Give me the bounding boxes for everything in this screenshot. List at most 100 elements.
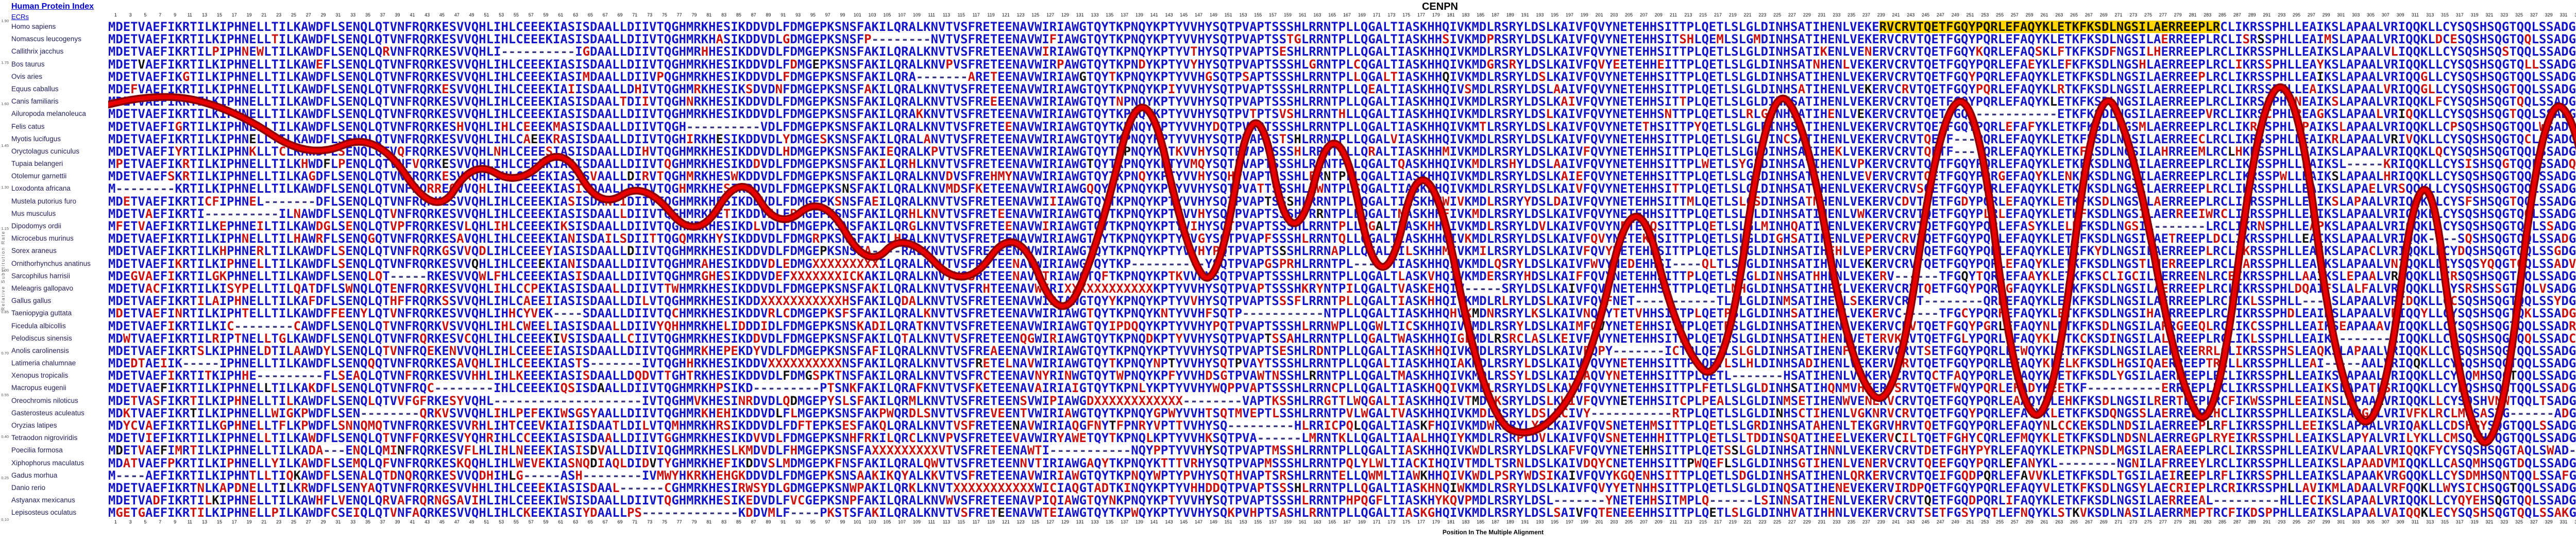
ruler-number: 221 — [1743, 519, 1752, 525]
ruler-number: 277 — [2159, 519, 2167, 525]
alignment-row: MDETVAEFIKRTILKIC--------CAWDFLSENQLQTVN… — [108, 319, 2576, 332]
species-label: Oryctolagus cuniculus — [11, 147, 80, 155]
species-label: Canis familiaris — [11, 97, 59, 106]
ruler-number: 177 — [1417, 519, 1426, 525]
alignment-row: MDETVAEFIKRTNLKAPDNELLTILKRWDFLSENYAQTVN… — [108, 481, 2576, 495]
species-label: Sarcophilus harrisii — [11, 272, 71, 280]
ruler-number: 207 — [1639, 12, 1648, 18]
ruler-number: 325 — [2515, 12, 2523, 18]
ruler-number: 15 — [216, 519, 222, 525]
ruler-number: 263 — [2055, 519, 2063, 525]
ruler-number: 77 — [676, 12, 682, 18]
species-label: Meleagris gallopavo — [11, 284, 74, 292]
ruler-number: 281 — [2189, 519, 2197, 525]
species-label: Bos taurus — [11, 60, 45, 68]
alignment-row: MDETVAEFIKRTILAIPHNELLTILKAFDFLSENQLQTHF… — [108, 295, 2576, 308]
ruler-number: 105 — [883, 519, 891, 525]
ruler-number: 131 — [1076, 12, 1084, 18]
ruler-number: 131 — [1076, 519, 1084, 525]
ruler-number: 207 — [1639, 519, 1648, 525]
ecrs-link[interactable]: ECRs — [11, 13, 29, 21]
ruler-number: 187 — [1491, 12, 1500, 18]
ruler-number: 63 — [573, 12, 579, 18]
ruler-number: 189 — [1506, 12, 1514, 18]
ruler-number: 125 — [1031, 12, 1040, 18]
ruler-number: 183 — [1462, 12, 1470, 18]
ruler-number: 155 — [1254, 519, 1262, 525]
ruler-number: 83 — [721, 519, 727, 525]
ruler-number: 245 — [1922, 519, 1930, 525]
ruler-number: 253 — [1981, 519, 1989, 525]
ruler-number: 225 — [1773, 519, 1782, 525]
ruler-number: 295 — [2293, 519, 2301, 525]
species-label: Ornithorhynchus anatinus — [11, 259, 91, 267]
ruler-number: 273 — [2129, 12, 2138, 18]
ruler-number: 203 — [1610, 12, 1618, 18]
ruler-number: 221 — [1743, 12, 1752, 18]
ruler-number: 17 — [231, 519, 237, 525]
ruler-number: 95 — [810, 12, 816, 18]
ruler-number: 323 — [2500, 519, 2509, 525]
ruler-number: 99 — [840, 519, 845, 525]
ruler-number: 333 — [2574, 519, 2576, 525]
ruler-number: 13 — [202, 12, 208, 18]
ruler-number: 89 — [766, 519, 771, 525]
ruler-number: 163 — [1313, 519, 1321, 525]
ruler-number: 327 — [2530, 519, 2538, 525]
ruler-number: 57 — [528, 12, 534, 18]
ruler-number: 225 — [1773, 12, 1782, 18]
ruler-number: 99 — [840, 12, 845, 18]
ruler-number: 309 — [2396, 519, 2404, 525]
ruler-number: 139 — [1135, 12, 1143, 18]
alignment-row: MDATVAEFPKRTILKIPHNELLYILKAWDFLSEMQLQFVN… — [108, 457, 2576, 469]
ruler-number: 49 — [469, 12, 474, 18]
ruler-number: 47 — [454, 12, 460, 18]
alignment-row: M--------KRTILKIPHNELLTILKAWDFLSENQLQTVN… — [108, 182, 2576, 195]
ruler-number: 105 — [883, 12, 891, 18]
ruler-number: 157 — [1269, 519, 1277, 525]
species-label: Xenopus tropicalis — [11, 371, 69, 380]
ruler-number: 87 — [751, 12, 756, 18]
ruler-number: 15 — [216, 12, 222, 18]
species-label: Microcebus murinus — [11, 234, 74, 243]
ruler-number: 113 — [942, 519, 951, 525]
ruler-number: 145 — [1180, 519, 1188, 525]
ruler-number: 31 — [335, 12, 341, 18]
y-tick-label: 1.45 — [1, 143, 9, 148]
ruler-number: 153 — [1239, 519, 1247, 525]
ruler-number: 283 — [2204, 12, 2212, 18]
ruler-number: 247 — [1936, 519, 1944, 525]
ruler-number: 135 — [1106, 519, 1114, 525]
species-label: Macropus eugenii — [11, 384, 66, 392]
alignment-row: MDETVAEFIKRTSLKIPHNELDTILAAWDYLSENQLQTVN… — [108, 344, 2576, 358]
ruler-number: 83 — [721, 12, 727, 18]
alignment-row: MDETVAEFIKRTILKIPHNELLTILKAWDFLSENQLQTVN… — [108, 257, 2576, 270]
ruler-number: 305 — [2367, 519, 2375, 525]
ruler-number: 87 — [751, 519, 756, 525]
ruler-number: 185 — [1477, 519, 1485, 525]
ruler-number: 137 — [1121, 519, 1129, 525]
ruler-number: 29 — [320, 519, 326, 525]
ruler-number: 261 — [2040, 12, 2048, 18]
ruler-number: 69 — [617, 519, 623, 525]
ruler-number: 97 — [825, 12, 831, 18]
ruler-number: 125 — [1031, 519, 1040, 525]
ruler-number: 171 — [1372, 519, 1381, 525]
human-protein-index-link[interactable]: Human Protein Index — [11, 2, 94, 11]
ruler-number: 61 — [558, 519, 564, 525]
ruler-number: 285 — [2218, 519, 2227, 525]
ruler-number: 245 — [1922, 12, 1930, 18]
ruler-number: 287 — [2233, 519, 2241, 525]
ruler-number: 107 — [898, 12, 906, 18]
alignment-rows: MDETVAEFIKRTILKIPHNELLTILKAWDFLSENQLQTVN… — [108, 21, 2576, 519]
ruler-number: 59 — [543, 12, 549, 18]
ruler-number: 107 — [898, 519, 906, 525]
alignment-row: MDETVIEFIKRTILKIPHNELLTILKAWDFLSENQLQTVN… — [108, 432, 2576, 445]
alignment-row: MDETVAEFIKRTILPIPHNEWLTILKAWDFLSENQLQRVN… — [108, 45, 2576, 58]
ruler-number: 251 — [1966, 519, 1974, 525]
alignment-row: MDETVAEFIYRTILKIPHNKLLTCLKAWDFLSENQLQTVQ… — [108, 145, 2576, 158]
ruler-number: 101 — [853, 12, 861, 18]
alignment-row: MPETVAEFIKRTILKIPHNELLTILKHWDFLPENQLQTVN… — [108, 158, 2576, 171]
ruler-number: 123 — [1016, 519, 1025, 525]
ruler-number: 249 — [1951, 12, 1959, 18]
